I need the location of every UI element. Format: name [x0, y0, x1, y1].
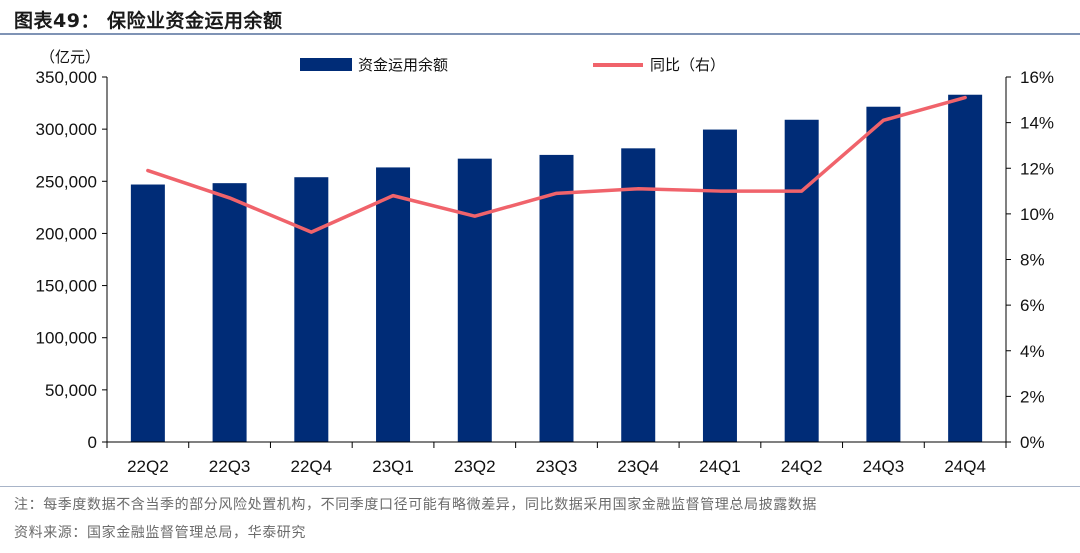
- bar-23Q1: [376, 167, 411, 442]
- y-left-tick-label: 200,000: [36, 224, 97, 243]
- x-tick-label-23Q4: 23Q4: [617, 457, 659, 476]
- legend-swatch-bar: [300, 58, 352, 71]
- y-left-tick-label: 50,000: [45, 381, 97, 400]
- x-tick-label-24Q4: 24Q4: [944, 457, 986, 476]
- source-note: 资料来源：国家金融监督管理总局，华泰研究: [14, 525, 306, 541]
- bar-series: [130, 94, 983, 443]
- legend: 资金运用余额 同比（右）: [300, 56, 725, 74]
- y-left-tick-label: 0: [88, 433, 97, 452]
- y-left-tick-label: 100,000: [36, 329, 97, 348]
- y-right-tick-label: 6%: [1020, 296, 1045, 315]
- bar-22Q3: [212, 183, 247, 443]
- x-tick-label-22Q3: 22Q3: [209, 457, 251, 476]
- y-left-tick-label: 300,000: [36, 120, 97, 139]
- x-tick-label-24Q1: 24Q1: [699, 457, 741, 476]
- y-right-tick-label: 10%: [1020, 205, 1054, 224]
- y-right-tick-label: 12%: [1020, 159, 1054, 178]
- title-divider: [0, 33, 1080, 35]
- x-tick-label-24Q3: 24Q3: [863, 457, 905, 476]
- bar-22Q2: [130, 184, 165, 443]
- bar-23Q4: [621, 148, 656, 442]
- x-tick-label-24Q2: 24Q2: [781, 457, 823, 476]
- bar-24Q3: [866, 106, 901, 442]
- chart-canvas: 0 50,000 100,000 150,000 200,000 250,000 300,0…: [36, 48, 1054, 476]
- footer-divider: [0, 486, 1080, 487]
- bar-24Q1: [702, 129, 737, 442]
- y-left-tick-label: 150,000: [36, 277, 97, 296]
- x-tick-label-23Q3: 23Q3: [536, 457, 578, 476]
- bar-23Q2: [457, 158, 492, 443]
- bar-22Q4: [294, 177, 329, 442]
- axes: [102, 76, 1011, 448]
- tick-labels: 0 50,000 100,000 150,000 200,000 250,000 300,0…: [36, 48, 1054, 476]
- footnote: 注：每季度数据不含当季的部分风险处置机构，不同季度口径可能有略微差异，同比数据采…: [14, 497, 817, 513]
- legend-label-bar: 资金运用余额: [358, 56, 448, 74]
- bar-24Q2: [784, 119, 819, 442]
- legend-label-line: 同比（右）: [650, 56, 725, 74]
- y-right-tick-label: 8%: [1020, 251, 1045, 270]
- x-tick-label-22Q4: 22Q4: [291, 457, 333, 476]
- y-right-tick-label: 16%: [1020, 68, 1054, 87]
- figure-title: 图表49： 保险业资金运用余额: [14, 10, 283, 32]
- y-right-tick-label: 2%: [1020, 387, 1045, 406]
- y-left-tick-label: 350,000: [36, 68, 97, 87]
- y-right-tick-label: 4%: [1020, 342, 1045, 361]
- x-tick-label-23Q2: 23Q2: [454, 457, 496, 476]
- y-right-tick-label: 0%: [1020, 433, 1045, 452]
- bar-24Q4: [948, 94, 983, 442]
- y-left-unit-label: （亿元）: [40, 48, 100, 66]
- y-left-tick-label: 250,000: [36, 172, 97, 191]
- x-tick-label-22Q2: 22Q2: [127, 457, 169, 476]
- line-series: [146, 95, 967, 234]
- x-tick-label-23Q1: 23Q1: [372, 457, 414, 476]
- y-right-tick-label: 14%: [1020, 114, 1054, 133]
- bar-23Q3: [539, 154, 574, 442]
